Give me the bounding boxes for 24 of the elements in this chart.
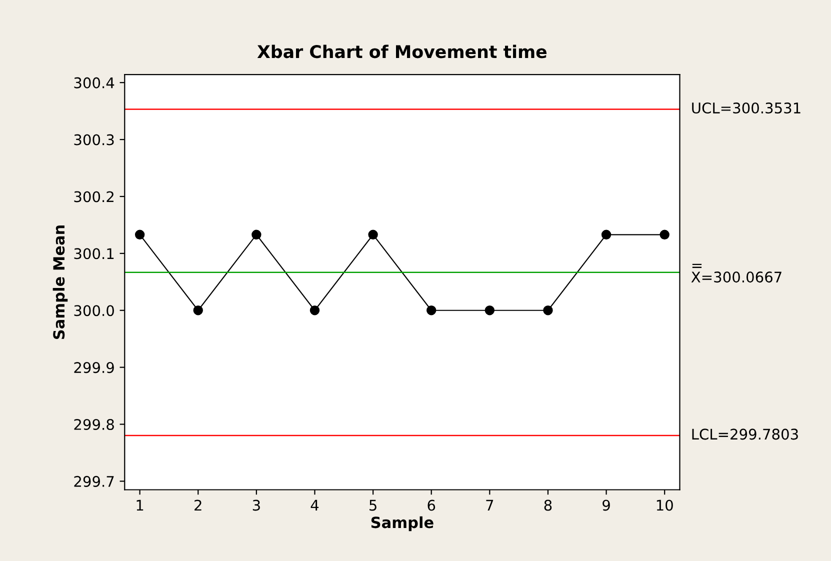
ref-line-label: UCL=300.3531 — [692, 102, 800, 114]
y-axis-title: Sample Mean — [52, 225, 68, 340]
y-tick-label: 300.0 — [74, 305, 114, 316]
x-tick-label: 10 — [656, 500, 673, 511]
ref-line-label: LCL=299.7803 — [692, 428, 798, 440]
x-tick-label: 7 — [486, 500, 494, 511]
x-tick-label: 8 — [544, 500, 552, 511]
y-tick-label: 299.7 — [74, 476, 114, 487]
x-tick-label: 9 — [602, 500, 610, 511]
y-tick-label: 300.4 — [74, 77, 114, 88]
y-tick-label: 299.8 — [74, 418, 114, 430]
y-tick-label: 300.1 — [74, 248, 114, 260]
y-tick-label: 299.9 — [74, 362, 114, 374]
x-tick-label: 5 — [370, 500, 376, 511]
x-tick-label: 6 — [428, 500, 436, 511]
y-tick-label: 300.3 — [74, 134, 114, 146]
y-tick-label: 300.2 — [74, 191, 114, 202]
chart-title: Xbar Chart of Movement time — [257, 44, 547, 58]
x-tick-label: 3 — [252, 500, 260, 511]
x-tick-label: 2 — [194, 500, 202, 511]
x-tick-label: 4 — [310, 500, 319, 511]
x-axis-title: Sample — [371, 516, 434, 532]
ref-line-label: = X=300.0667 — [691, 264, 782, 283]
x-tick-label: 1 — [136, 500, 144, 511]
